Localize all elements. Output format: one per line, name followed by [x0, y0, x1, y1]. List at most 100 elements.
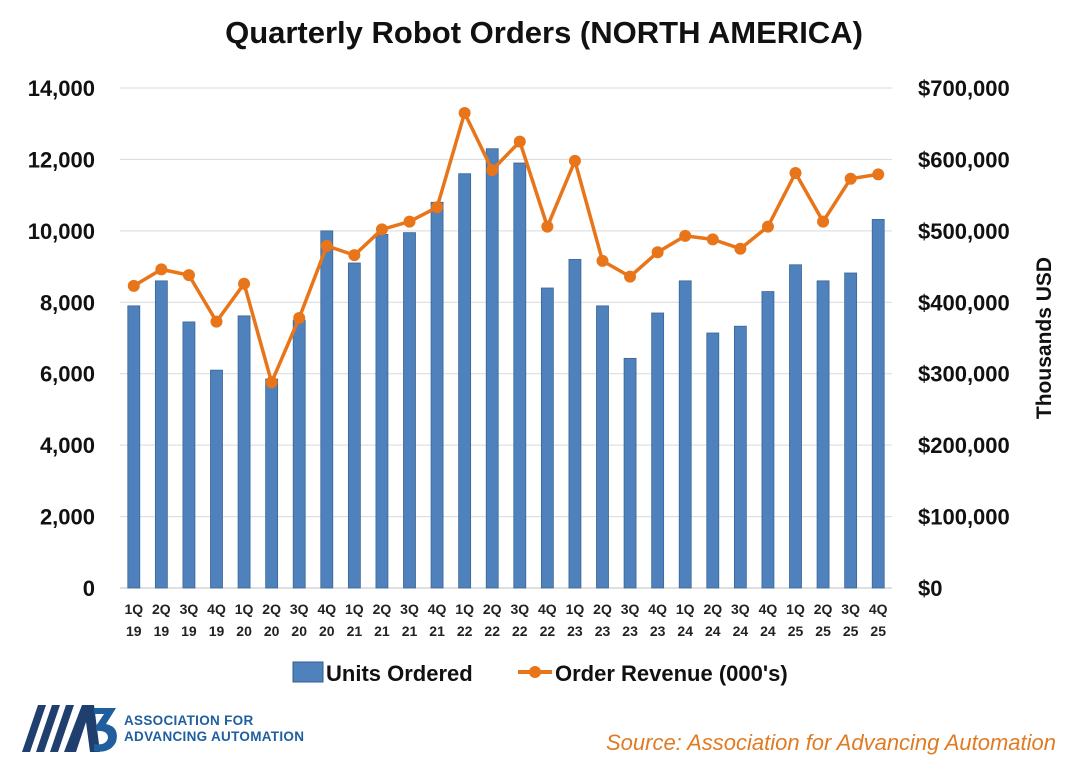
x-tick-year: 25: [870, 623, 886, 639]
bar: [816, 280, 830, 589]
left-tick-label: 4,000: [40, 433, 95, 458]
x-tick-quarter: 4Q: [648, 601, 667, 617]
bar: [733, 325, 747, 589]
x-tick-year: 25: [815, 623, 831, 639]
x-tick-year: 19: [154, 623, 170, 639]
revenue-point: [375, 223, 388, 236]
x-tick-quarter: 1Q: [786, 601, 805, 617]
right-tick-label: $700,000: [918, 76, 1010, 101]
logo-line-2: ADVANCING AUTOMATION: [124, 729, 304, 744]
left-tick-label: 14,000: [28, 76, 95, 101]
bar: [403, 232, 416, 589]
bar: [154, 280, 168, 589]
bar: [844, 272, 858, 589]
revenue-point: [265, 376, 278, 389]
bar: [596, 305, 609, 589]
legend: Units Ordered Order Revenue (000's): [292, 661, 788, 686]
revenue-point: [789, 167, 802, 179]
right-tick-label: $400,000: [918, 290, 1010, 315]
bar: [623, 357, 637, 589]
left-tick-label: 0: [83, 576, 95, 601]
bar: [706, 332, 720, 589]
x-tick-year: 19: [209, 623, 225, 639]
revenue-point: [403, 215, 416, 228]
x-tick-year: 25: [843, 623, 859, 639]
legend-order-revenue: Order Revenue (000's): [555, 661, 788, 686]
bar: [485, 148, 499, 589]
revenue-point: [817, 215, 830, 228]
order-revenue-line: [127, 107, 885, 389]
x-tick-quarter: 3Q: [731, 601, 750, 617]
bar: [127, 305, 141, 589]
x-tick-year: 24: [760, 623, 776, 639]
logo-stripe-3: [50, 705, 74, 752]
right-tick-label: $600,000: [918, 147, 1010, 172]
revenue-point: [348, 249, 361, 262]
x-tick-year: 21: [347, 623, 363, 639]
revenue-point: [320, 239, 333, 252]
revenue-point: [872, 168, 885, 181]
x-tick-quarter: 4Q: [317, 601, 336, 617]
right-tick-label: $100,000: [918, 505, 1010, 530]
bar: [458, 173, 472, 589]
x-tick-year: 21: [374, 623, 390, 639]
left-tick-label: 10,000: [28, 219, 95, 244]
x-tick-year: 21: [429, 623, 445, 639]
x-tick-year: 19: [181, 623, 197, 639]
revenue-point: [182, 269, 195, 282]
a3-logo: ASSOCIATION FOR ADVANCING AUTOMATION: [22, 705, 304, 752]
x-tick-quarter: 1Q: [676, 601, 695, 617]
bar: [237, 315, 251, 589]
x-tick-year: 22: [484, 623, 500, 639]
revenue-point: [596, 254, 609, 267]
logo-line-1: ASSOCIATION FOR: [124, 713, 254, 728]
x-tick-quarter: 1Q: [124, 601, 143, 617]
bar: [210, 369, 223, 589]
x-tick-year: 23: [567, 623, 583, 639]
x-tick-year: 23: [595, 623, 611, 639]
x-tick-quarter: 1Q: [345, 601, 364, 617]
legend-bar-swatch: [292, 661, 324, 683]
x-tick-quarter: 1Q: [566, 601, 585, 617]
x-tick-year: 23: [650, 623, 666, 639]
x-tick-year: 20: [291, 623, 307, 639]
right-axis-ticks: $0 $100,000 $200,000 $300,000 $400,000 $500,0…: [918, 76, 1010, 601]
x-tick-quarter: 2Q: [262, 601, 281, 617]
bar: [568, 259, 582, 589]
x-tick-quarter: 4Q: [869, 601, 888, 617]
bar: [651, 312, 665, 589]
revenue-point: [679, 229, 692, 242]
revenue-point: [458, 107, 471, 119]
left-tick-label: 6,000: [40, 362, 95, 387]
revenue-point: [844, 172, 857, 185]
x-tick-year: 25: [788, 623, 804, 639]
x-tick-year: 20: [319, 623, 335, 639]
bar: [789, 264, 802, 589]
revenue-point: [238, 277, 251, 290]
source-note: Source: Association for Advancing Automa…: [605, 730, 1056, 755]
bar: [265, 378, 279, 589]
x-tick-year: 22: [457, 623, 473, 639]
x-tick-year: 24: [677, 623, 693, 639]
revenue-point: [541, 220, 554, 233]
logo-stripe-2: [36, 705, 60, 752]
left-tick-label: 8,000: [40, 290, 95, 315]
chart-title: Quarterly Robot Orders (NORTH AMERICA): [225, 15, 863, 50]
right-axis-label: Thousands USD: [1033, 257, 1056, 419]
logo-stripe-1: [22, 705, 46, 752]
bar: [513, 162, 527, 589]
revenue-point: [651, 246, 664, 259]
x-tick-quarter: 1Q: [235, 601, 254, 617]
bar: [678, 280, 692, 589]
x-tick-quarter: 2Q: [593, 601, 612, 617]
x-tick-quarter: 2Q: [703, 601, 722, 617]
bar: [871, 219, 885, 589]
revenue-point: [706, 233, 719, 246]
x-tick-quarter: 2Q: [152, 601, 171, 617]
revenue-point: [734, 242, 747, 255]
revenue-point: [513, 135, 526, 148]
logo-number-3: [94, 708, 117, 752]
bar: [761, 291, 775, 589]
bar: [430, 201, 444, 589]
